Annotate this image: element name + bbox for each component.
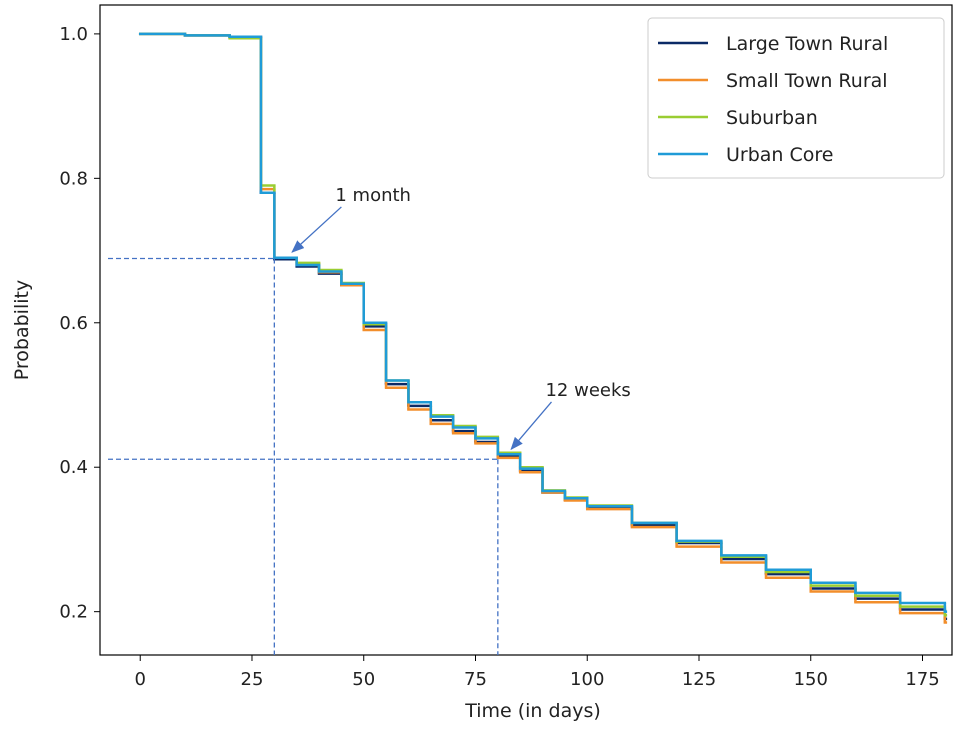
y-tick-label: 0.4	[59, 457, 88, 478]
x-tick-label: 0	[135, 669, 146, 690]
y-tick-label: 0.8	[59, 168, 88, 189]
x-tick-label: 25	[241, 669, 264, 690]
legend-label: Urban Core	[726, 144, 833, 166]
x-tick-label: 175	[905, 669, 939, 690]
legend-label: Small Town Rural	[726, 70, 888, 92]
legend-box	[647, 17, 945, 179]
y-axis-label: Probability	[11, 280, 33, 380]
x-tick-label: 125	[682, 669, 716, 690]
plot-frame	[99, 4, 953, 656]
annotation-arrow	[291, 206, 342, 253]
x-tick-label: 50	[352, 669, 375, 690]
y-tick-label: 1.0	[59, 24, 88, 45]
legend-label: Large Town Rural	[726, 33, 888, 55]
series	[138, 32, 948, 613]
annotation: 1 month	[335, 185, 411, 206]
x-tick-label: 100	[570, 669, 604, 690]
annotation-arrow	[510, 401, 552, 451]
x-tick-label: 75	[464, 669, 487, 690]
y-tick-label: 0.6	[59, 313, 88, 334]
y-tick-label: 0.2	[59, 602, 88, 623]
x-tick-label: 150	[794, 669, 828, 690]
x-axis-label: Time (in days)	[464, 700, 601, 722]
step-riser	[183, 33, 947, 612]
annotation: 12 weeks	[545, 380, 630, 401]
legend-label: Suburban	[726, 107, 818, 129]
